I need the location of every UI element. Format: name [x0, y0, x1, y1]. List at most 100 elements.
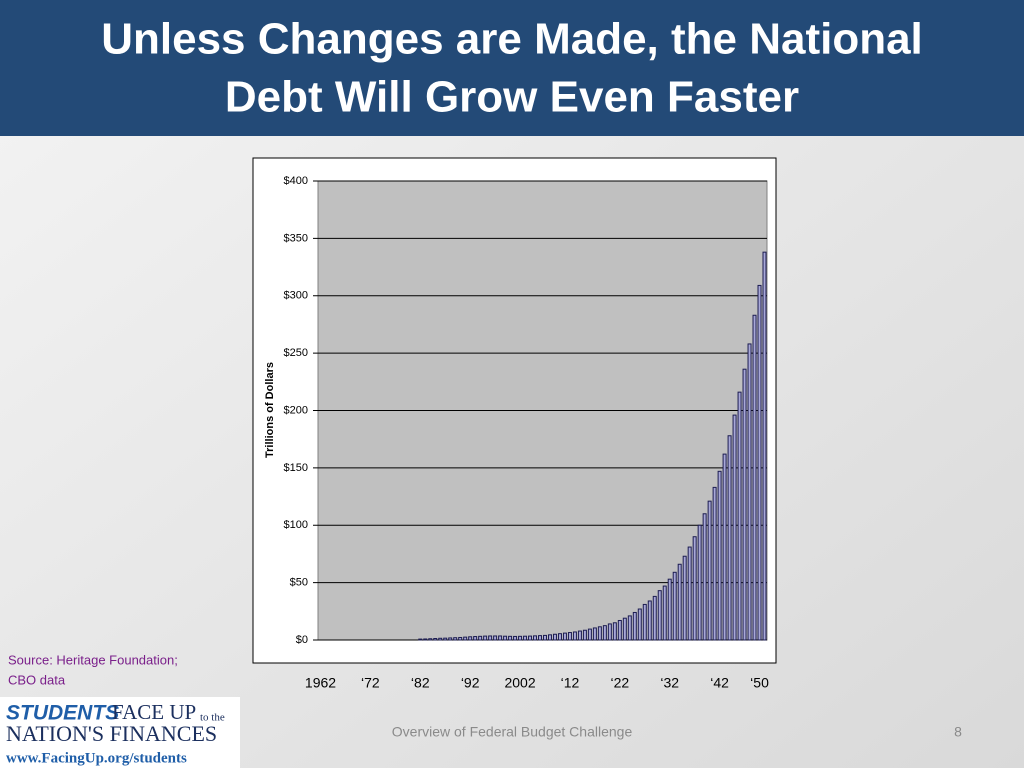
bar	[627, 615, 632, 641]
y-tick-label: $50	[290, 577, 308, 589]
bar	[488, 635, 493, 641]
bar	[677, 563, 682, 641]
bar	[652, 595, 657, 641]
bar	[533, 635, 538, 641]
bar	[577, 630, 582, 641]
bar	[458, 636, 463, 641]
x-tick-label: ‘92	[461, 675, 480, 691]
bar	[607, 623, 612, 641]
bar	[547, 634, 552, 641]
bar	[552, 633, 557, 641]
bar	[438, 637, 443, 641]
bar	[478, 635, 483, 641]
x-tick-label: ‘50	[750, 675, 769, 691]
bar	[538, 635, 543, 641]
bar	[612, 622, 617, 641]
bar	[632, 611, 637, 641]
bar	[448, 637, 453, 641]
x-tick-label: ‘12	[561, 675, 580, 691]
x-tick-label: 1962	[305, 675, 336, 691]
y-tick-label: $350	[284, 232, 308, 244]
bar	[562, 632, 567, 641]
y-tick-label: $300	[284, 290, 308, 302]
bar	[657, 590, 662, 641]
bar	[702, 513, 707, 641]
bar	[423, 638, 428, 641]
y-tick-label: $200	[284, 404, 308, 416]
logo-text: FACE UP	[112, 700, 196, 724]
x-tick-label: ‘32	[660, 675, 679, 691]
x-tick-label: ‘42	[710, 675, 729, 691]
bar	[523, 635, 528, 641]
x-tick-label: ‘72	[361, 675, 380, 691]
page-number: 8	[954, 724, 962, 740]
x-tick-label: ‘22	[610, 675, 629, 691]
y-tick-label: $400	[284, 175, 308, 187]
bar	[762, 251, 767, 641]
logo-text: to the	[200, 712, 225, 724]
bar	[582, 629, 587, 641]
source: CBO data	[8, 672, 66, 687]
bar	[747, 343, 752, 641]
bar	[732, 414, 737, 641]
bar	[697, 524, 702, 641]
bar	[597, 626, 602, 641]
bar	[712, 486, 717, 641]
bar	[518, 635, 523, 641]
bar	[727, 435, 732, 641]
bar	[572, 631, 577, 641]
bar	[567, 632, 572, 641]
bar	[717, 470, 722, 641]
bar	[587, 628, 592, 641]
bar	[498, 635, 503, 641]
source: Source: Heritage Foundation;	[8, 652, 178, 667]
bar	[473, 636, 478, 641]
bar	[508, 635, 513, 641]
header-band	[0, 0, 1024, 136]
bar	[647, 600, 652, 641]
x-tick-label: 2002	[504, 675, 535, 691]
bar	[592, 627, 597, 641]
bar	[752, 314, 757, 641]
bar	[463, 636, 468, 641]
bar	[692, 536, 697, 641]
bar	[667, 578, 672, 641]
bar	[428, 638, 433, 641]
bar	[418, 638, 423, 641]
bar	[737, 391, 742, 641]
bar	[642, 603, 647, 641]
bar	[622, 617, 627, 641]
bar	[722, 453, 727, 641]
bar	[662, 585, 667, 641]
bar	[513, 635, 518, 641]
bar	[682, 555, 687, 641]
bar	[617, 619, 622, 641]
title: Unless Changes are Made, the National	[101, 15, 923, 64]
logo-url: www.FacingUp.org/students	[6, 750, 187, 766]
bar	[672, 571, 677, 641]
bar	[757, 284, 762, 641]
y-tick-label: $0	[296, 634, 308, 646]
bar	[557, 633, 562, 641]
bar	[503, 635, 508, 641]
bar	[602, 625, 607, 641]
logo-text: NATION'S FINANCES	[6, 721, 217, 746]
bar	[493, 635, 498, 641]
bar	[637, 608, 642, 641]
logo-box	[0, 697, 240, 768]
logo-text: STUDENTS	[6, 702, 119, 725]
bar	[433, 638, 438, 641]
x-tick-label: ‘82	[411, 675, 430, 691]
y-tick-label: $150	[284, 462, 308, 474]
bar	[443, 637, 448, 641]
y-tick-label: $100	[284, 519, 308, 531]
bar	[742, 368, 747, 641]
bar	[453, 637, 458, 641]
bar	[707, 500, 712, 641]
bar	[483, 635, 488, 641]
title: Debt Will Grow Even Faster	[225, 73, 799, 122]
bar	[542, 634, 547, 641]
bar	[528, 635, 533, 641]
y-tick-label: $250	[284, 347, 308, 359]
